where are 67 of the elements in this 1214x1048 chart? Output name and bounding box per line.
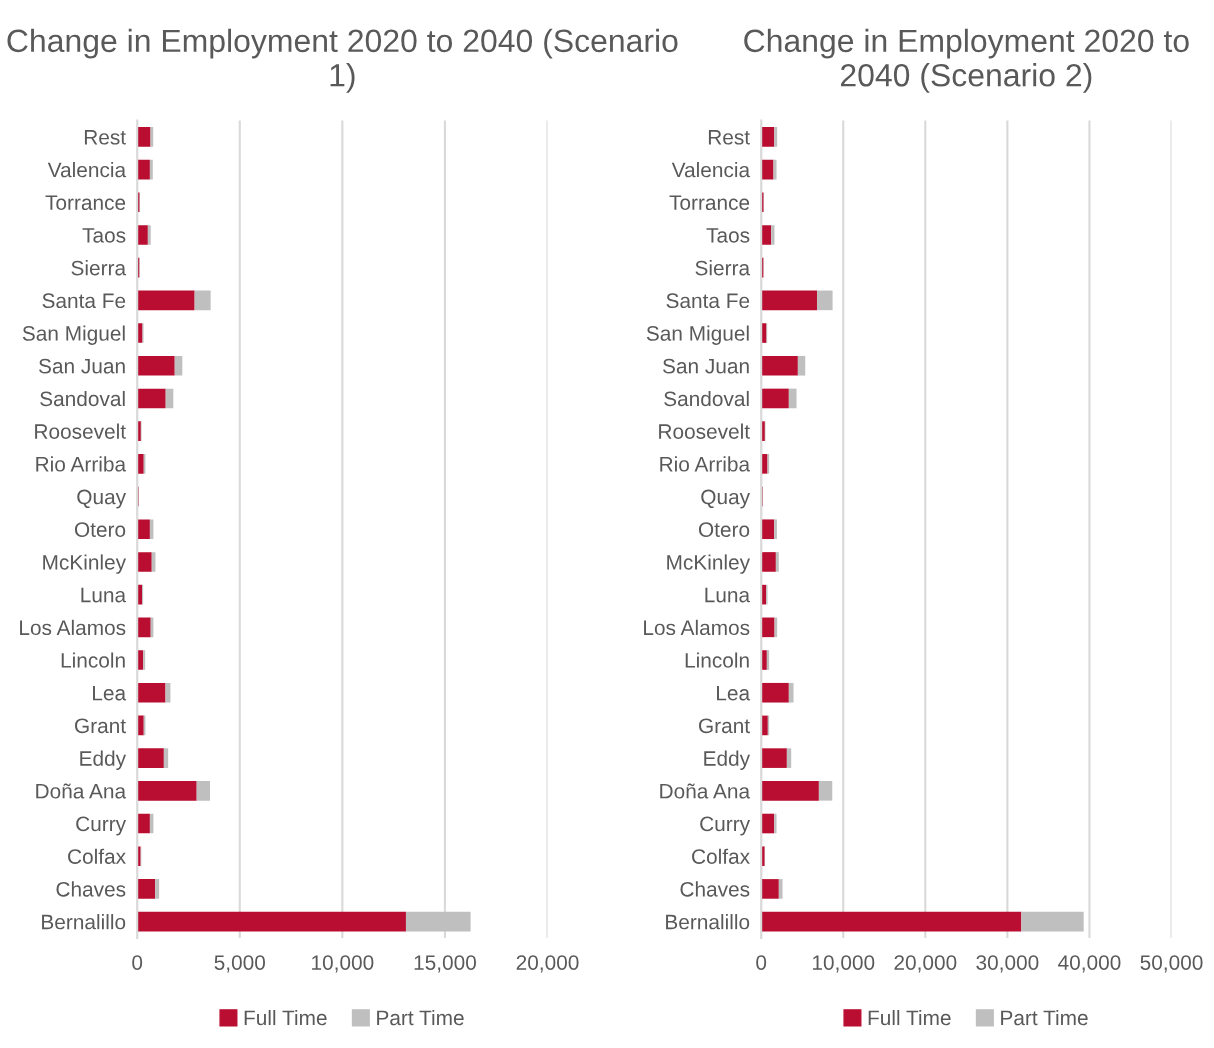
- y-tick-label: San Juan: [38, 358, 125, 374]
- y-tick-label: Grant: [699, 718, 750, 734]
- legend-label: Full Time: [868, 1009, 951, 1026]
- y-tick-label: Torrance: [45, 195, 126, 211]
- x-tick-label: 20,000: [516, 955, 579, 973]
- y-tick-label: Bernalillo: [666, 914, 750, 930]
- y-tick-label: San Juan: [662, 358, 749, 374]
- y-tick-label: San Miguel: [22, 325, 125, 345]
- y-tick-label: Grant: [75, 718, 126, 734]
- y-tick-label: Luna: [81, 587, 127, 603]
- y-tick-label: Chaves: [680, 881, 750, 897]
- y-tick-label: Rio Arriba: [660, 456, 751, 472]
- legend-label: Part Time: [1001, 1009, 1088, 1026]
- y-tick-label: Colfax: [692, 848, 750, 864]
- y-tick-label: Sierra: [695, 260, 751, 276]
- y-tick-label: Rest: [84, 130, 126, 145]
- y-tick-label: Taos: [82, 228, 126, 243]
- y-tick-label: Valencia: [47, 162, 127, 178]
- y-tick-label: Lea: [717, 685, 751, 701]
- y-tick-label: Santa Fe: [42, 293, 126, 309]
- y-tick-label: McKinley: [43, 554, 127, 574]
- y-tick-label: Sandoval: [664, 390, 749, 407]
- y-tick-label: Sandoval: [40, 390, 125, 407]
- x-tick-label: 30,000: [976, 955, 1039, 973]
- chart-title: Change in Employment 2020 to 2040 (Scenario 1): [7, 28, 678, 93]
- y-tick-label: Roosevelt: [35, 423, 126, 439]
- y-tick-label: San Miguel: [646, 325, 749, 345]
- x-tick-label: 0: [756, 955, 767, 970]
- x-tick-label: 5,000: [214, 955, 266, 973]
- y-tick-label: Quay: [77, 489, 127, 509]
- y-tick-label: Eddy: [704, 750, 751, 770]
- y-tick-label: Colfax: [68, 848, 126, 864]
- y-tick-label: Doña Ana: [660, 783, 751, 799]
- y-tick-label: Los Alamos: [644, 619, 750, 636]
- legend-label: Full Time: [244, 1009, 327, 1026]
- y-tick-label: Lea: [93, 685, 127, 701]
- x-tick-label: 10,000: [312, 955, 374, 973]
- y-tick-label: Santa Fe: [666, 293, 750, 309]
- legend-label: Part Time: [377, 1009, 464, 1026]
- y-tick-label: Lincoln: [61, 652, 125, 668]
- y-tick-label: Otero: [698, 522, 750, 537]
- chart-title: Change in Employment 2020 to 2040 (Scenario 2): [744, 28, 1189, 93]
- y-tick-label: Chaves: [56, 881, 126, 897]
- y-tick-label: Roosevelt: [659, 423, 750, 439]
- y-tick-label: Curry: [700, 816, 751, 836]
- y-tick-label: Bernalillo: [42, 914, 126, 930]
- y-tick-label: Sierra: [71, 260, 127, 276]
- y-tick-label: McKinley: [667, 554, 751, 574]
- x-tick-label: 10,000: [812, 955, 875, 973]
- x-tick-label: 50,000: [1140, 955, 1203, 973]
- y-tick-label: Rio Arriba: [36, 456, 127, 472]
- x-tick-label: 0: [132, 955, 143, 970]
- y-tick-label: Rest: [708, 130, 750, 145]
- y-tick-label: Doña Ana: [36, 783, 127, 799]
- y-tick-label: Luna: [705, 587, 751, 603]
- y-tick-label: Quay: [701, 489, 751, 509]
- y-tick-label: Otero: [74, 522, 126, 537]
- y-tick-label: Eddy: [80, 750, 127, 770]
- x-tick-label: 20,000: [894, 955, 957, 973]
- y-tick-label: Lincoln: [685, 652, 749, 668]
- x-tick-label: 15,000: [414, 955, 476, 973]
- y-tick-label: Curry: [76, 816, 127, 836]
- x-tick-label: 40,000: [1058, 955, 1121, 973]
- y-tick-label: Taos: [706, 228, 750, 243]
- y-tick-label: Valencia: [671, 162, 751, 178]
- y-tick-label: Los Alamos: [20, 619, 126, 636]
- y-tick-label: Torrance: [669, 195, 750, 211]
